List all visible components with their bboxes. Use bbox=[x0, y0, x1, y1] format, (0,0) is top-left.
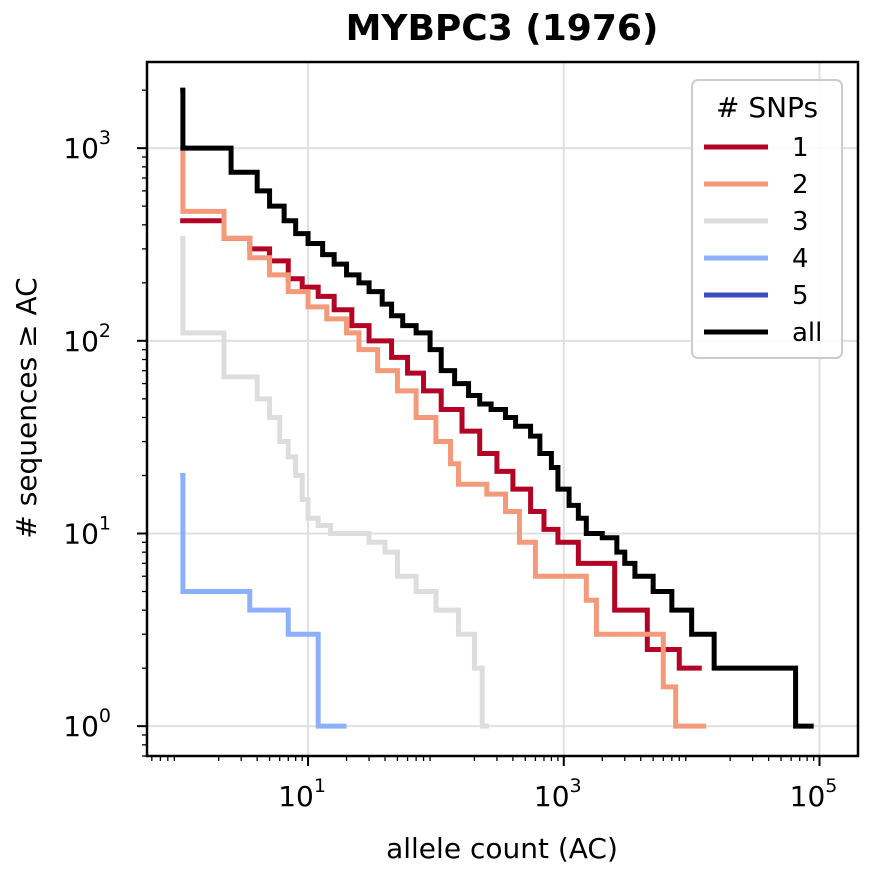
y-tick-label: 101 bbox=[63, 512, 111, 550]
chart-title: MYBPC3 (1976) bbox=[346, 8, 659, 49]
series-line-4 bbox=[180, 472, 347, 729]
y-tick-label: 102 bbox=[63, 320, 111, 358]
legend-label-4: 4 bbox=[792, 244, 809, 274]
y-axis-label: # sequences ≥ AC bbox=[10, 277, 43, 538]
x-tick-label: 101 bbox=[278, 775, 326, 813]
series-layer bbox=[180, 87, 814, 729]
legend-label-2: 2 bbox=[792, 170, 809, 200]
legend-label-1: 1 bbox=[792, 133, 809, 163]
y-tick-label: 103 bbox=[63, 127, 111, 165]
series-line-all bbox=[180, 87, 814, 729]
legend: # SNPs 1 2 3 4 5 all bbox=[691, 79, 843, 359]
plot-frame bbox=[145, 60, 860, 758]
legend-title: # SNPs bbox=[716, 91, 818, 124]
series-line-3 bbox=[180, 235, 489, 729]
x-tick-label: 103 bbox=[534, 775, 582, 813]
series-line-2 bbox=[180, 145, 707, 729]
legend-label-3: 3 bbox=[792, 207, 809, 237]
series-line-1 bbox=[180, 218, 702, 671]
x-tick-label: 105 bbox=[790, 775, 838, 813]
y-tick-label: 100 bbox=[63, 705, 111, 743]
x-axis-label: allele count (AC) bbox=[386, 832, 618, 865]
legend-label-all: all bbox=[792, 318, 822, 348]
legend-label-5: 5 bbox=[792, 281, 809, 311]
